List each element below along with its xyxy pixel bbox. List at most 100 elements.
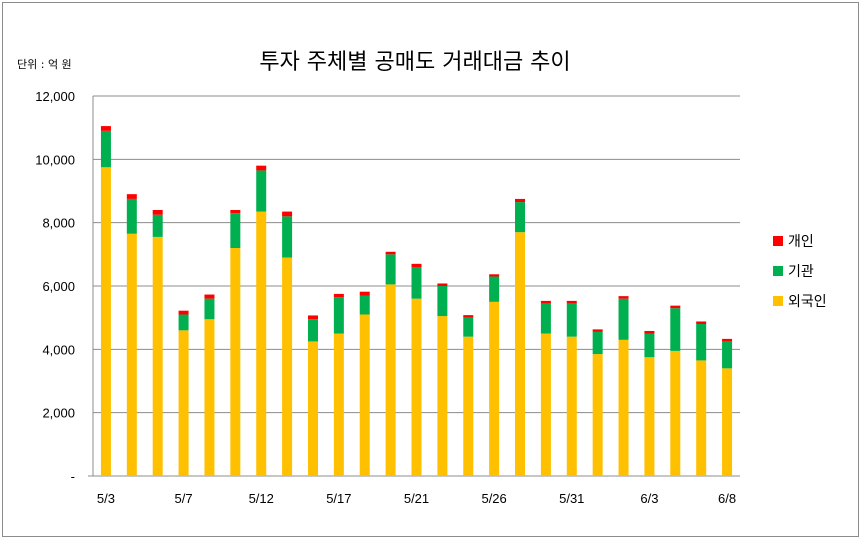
bar-segment-individual <box>411 263 422 267</box>
y-tick-label: 10,000 <box>35 152 75 167</box>
bar-segment-institution <box>230 213 241 248</box>
bar-segment-foreign <box>411 298 422 476</box>
bar-segment-institution <box>307 319 318 342</box>
x-tick-label: 5/21 <box>404 491 429 506</box>
bar-segment-individual <box>385 251 396 255</box>
bar-segment-institution <box>722 341 733 369</box>
bar-segment-foreign <box>230 248 241 476</box>
legend-swatch <box>773 266 783 276</box>
bar-segment-individual <box>100 126 111 131</box>
bar-segment-institution <box>385 254 396 285</box>
unit-label: 단위 : 억 원 <box>17 58 72 71</box>
bar-segment-individual <box>644 330 655 334</box>
bar-segment-institution <box>515 202 526 233</box>
bar-segment-foreign <box>489 301 500 476</box>
bar-segment-individual <box>333 293 344 298</box>
legend-swatch <box>773 236 783 246</box>
bar-segment-individual <box>152 210 163 215</box>
bar-segment-foreign <box>385 284 396 476</box>
bar-segment-institution <box>333 297 344 334</box>
bar-segment-foreign <box>152 236 163 476</box>
bar-segment-foreign <box>359 314 370 476</box>
bar-segment-institution <box>489 276 500 302</box>
y-tick-label: 6,000 <box>42 279 75 294</box>
bar-segment-individual <box>566 300 577 304</box>
bar-segment-institution <box>540 303 551 334</box>
bar-segment-institution <box>696 324 707 361</box>
bar-segment-institution <box>592 331 603 355</box>
bar-segment-institution <box>566 303 577 337</box>
bar-segment-foreign <box>515 232 526 476</box>
bar-segment-foreign <box>282 257 293 476</box>
bar-segment-foreign <box>592 354 603 476</box>
bar-segment-institution <box>126 198 137 234</box>
y-tick-label: 4,000 <box>42 342 75 357</box>
bar-segment-individual <box>515 198 526 203</box>
bar-segment-institution <box>282 216 293 258</box>
legend-swatch <box>773 296 783 306</box>
bar-segment-individual <box>696 321 707 324</box>
bar-segment-institution <box>178 314 189 331</box>
x-tick-label: 5/12 <box>249 491 274 506</box>
bar-segment-individual <box>178 310 189 315</box>
bar-segment-individual <box>230 210 241 214</box>
bar-segment-institution <box>411 267 422 299</box>
bar-segment-foreign <box>566 336 577 476</box>
bar-segment-foreign <box>437 316 448 476</box>
bar-segment-individual <box>282 211 293 217</box>
y-tick-label: 12,000 <box>35 89 75 104</box>
bar-segment-foreign <box>333 333 344 476</box>
bar-segment-individual <box>670 305 681 309</box>
legend-label: 외국인 <box>788 294 827 310</box>
bar-segment-foreign <box>100 167 111 476</box>
bar-segment-foreign <box>307 341 318 476</box>
bar-segment-foreign <box>618 339 629 476</box>
bar-segment-institution <box>670 308 681 351</box>
x-tick-label: 6/8 <box>718 491 736 506</box>
bar-segment-foreign <box>540 333 551 476</box>
bar-segment-institution <box>644 333 655 358</box>
bar-segment-individual <box>359 291 370 296</box>
x-tick-label: 5/3 <box>97 491 115 506</box>
x-tick-label: 5/17 <box>326 491 351 506</box>
bar-segment-individual <box>126 194 137 199</box>
bar-segment-institution <box>204 298 215 320</box>
bar-segment-individual <box>463 315 474 318</box>
bar-segment-foreign <box>670 350 681 476</box>
y-tick-label: 2,000 <box>42 406 75 421</box>
bar-segment-individual <box>592 329 603 332</box>
bar-segment-individual <box>204 294 215 299</box>
bar-segment-individual <box>540 300 551 304</box>
y-tick-label: - <box>71 469 75 484</box>
bar-segment-institution <box>256 170 267 212</box>
bar-segment-foreign <box>644 357 655 476</box>
y-tick-label: 8,000 <box>42 216 75 231</box>
bar-segment-institution <box>437 286 448 317</box>
bar-segment-individual <box>437 283 448 286</box>
bar-segment-foreign <box>463 336 474 476</box>
bar-segment-foreign <box>126 233 137 476</box>
bar-segment-foreign <box>178 330 189 476</box>
bar-segment-foreign <box>722 368 733 476</box>
legend-label: 개인 <box>788 234 814 250</box>
bar-segment-institution <box>359 295 370 315</box>
bar-segment-individual <box>722 338 733 342</box>
x-tick-label: 6/3 <box>640 491 658 506</box>
bar-segment-foreign <box>256 211 267 477</box>
bar-segment-individual <box>618 296 629 299</box>
x-tick-label: 5/7 <box>175 491 193 506</box>
bar-segment-foreign <box>204 319 215 476</box>
bar-segment-institution <box>100 130 111 168</box>
bar-segment-institution <box>618 298 629 340</box>
bar-segment-individual <box>307 315 318 320</box>
x-tick-label: 5/26 <box>481 491 506 506</box>
bar-segment-institution <box>463 317 474 337</box>
chart-title: 투자 주체별 공매도 거래대금 추이 <box>259 50 571 75</box>
bar-segment-foreign <box>696 360 707 476</box>
legend-label: 기관 <box>788 264 814 280</box>
x-tick-label: 5/31 <box>559 491 584 506</box>
bar-segment-individual <box>256 165 267 171</box>
bar-segment-institution <box>152 214 163 237</box>
